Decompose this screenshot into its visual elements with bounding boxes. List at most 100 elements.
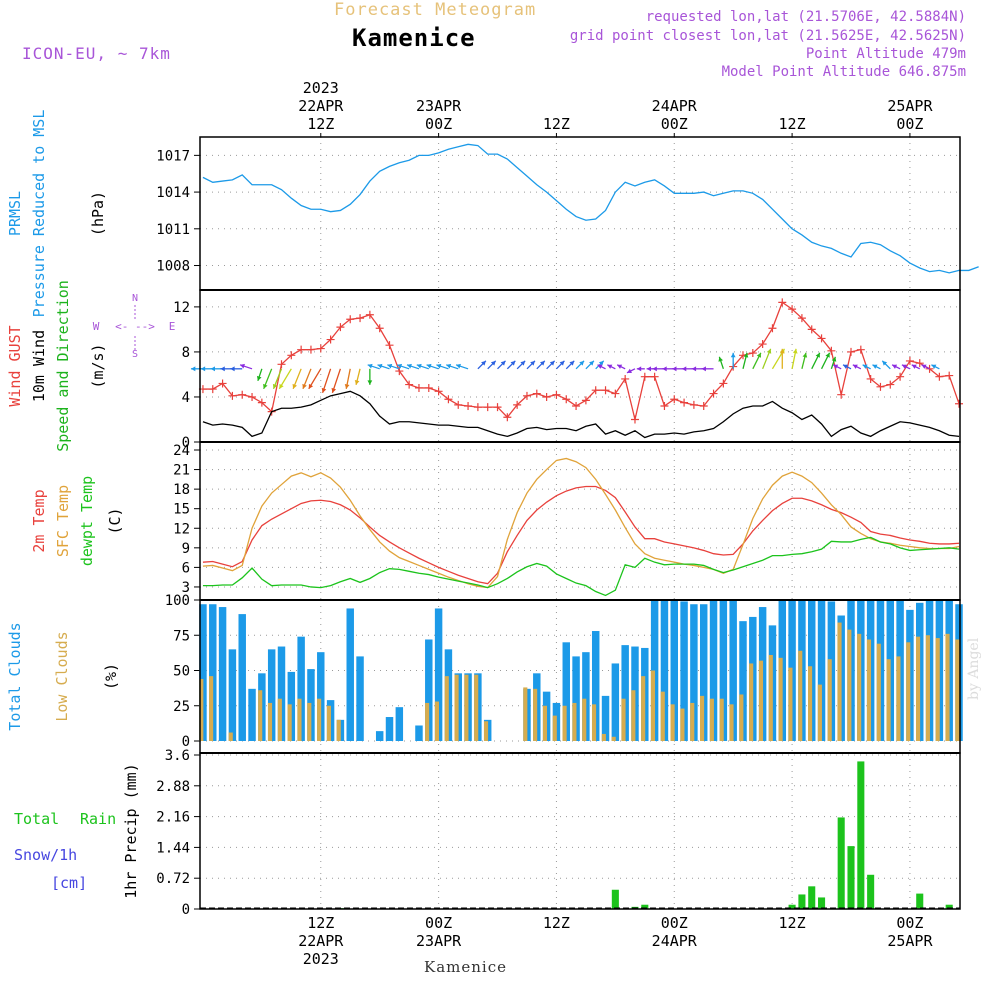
total-cloud-bar [317, 652, 325, 741]
low-cloud-bar [719, 698, 724, 741]
wind-arrow-head [766, 348, 772, 354]
top-time-label: 2023 [303, 79, 339, 97]
low-cloud-bar [601, 733, 606, 741]
wind-arrow-head [825, 352, 830, 358]
footer-location: Kamenice [424, 958, 507, 976]
total-cloud-bar [248, 688, 256, 741]
low-cloud-bar [896, 656, 901, 741]
wind-arrow-head [520, 360, 526, 366]
rain-bar [788, 904, 796, 909]
low-cloud-bar [670, 704, 675, 741]
gust-marker [473, 403, 482, 412]
gust-marker [346, 315, 355, 324]
gust-marker [297, 345, 306, 354]
total-cloud-bar [680, 601, 688, 741]
low-cloud-bar [533, 688, 538, 741]
total-cloud-bar [395, 707, 404, 741]
wind-arrow-head [500, 360, 506, 366]
wind-arrow-head [426, 363, 432, 369]
rain-bar [611, 889, 619, 909]
low-cloud-bar [434, 701, 439, 741]
gust-marker [572, 401, 581, 410]
gust-marker [326, 335, 335, 344]
gust-marker [817, 334, 826, 343]
wind-arrow-head [549, 360, 555, 366]
low-cloud-bar [650, 670, 656, 741]
gust-marker [375, 324, 384, 333]
gust-marker [503, 413, 512, 422]
rain-bar [857, 761, 865, 909]
low-cloud-bar [297, 698, 302, 741]
total-cloud-bar [218, 607, 227, 741]
low-cloud-bar [739, 694, 744, 741]
low-cloud-bar [847, 629, 852, 741]
wind-arrow-head [220, 366, 225, 372]
gust-marker [316, 344, 325, 353]
compass-n: N [132, 293, 138, 304]
gust-marker [778, 298, 787, 307]
precip-label-snow: Snow/1h [14, 846, 77, 864]
wind-arrow-head [569, 360, 575, 366]
gust-marker [513, 400, 522, 409]
precip-label-cm: [cm] [51, 874, 87, 892]
rain-bar [837, 817, 845, 909]
wind-arrow-head [872, 364, 878, 369]
precip-ylabel: 1hr Precip (mm) [122, 763, 140, 898]
gust-marker [650, 372, 659, 381]
precip-ytick-label: 0 [182, 902, 190, 918]
rain-bar [847, 846, 855, 909]
gust-marker [493, 403, 502, 412]
low-cloud-bar [425, 702, 430, 741]
wind-arrow-head [597, 364, 603, 369]
pressure-panel: 1008 1011 1014 1017 PRMSL Pressure Reduced to… [6, 110, 979, 317]
wind-arrow-head [901, 364, 907, 369]
gust-marker [522, 391, 531, 400]
gust-marker [945, 371, 954, 380]
wind-arrow-head [831, 356, 837, 362]
gust-marker [601, 386, 610, 395]
wind-arrow-head [367, 363, 373, 369]
rain-bar [798, 894, 806, 909]
temperature-ylabel: SFC Temp [54, 485, 72, 557]
wind-ytick-label: 0 [182, 435, 190, 451]
wind-arrow-head [882, 360, 888, 366]
wind-arrow-head [446, 363, 452, 369]
wind-arrow-head [718, 356, 724, 362]
top-time-label: 22APR [298, 97, 344, 115]
total-cloud-bar [238, 614, 246, 741]
pressure-ytick-label: 1011 [156, 222, 190, 238]
chart-title: Forecast Meteogram [334, 0, 537, 20]
temperature-ytick-label: 9 [182, 541, 190, 557]
pressure-ytick-label: 1014 [156, 185, 190, 201]
gust-marker [306, 345, 315, 354]
temperature-series-2 [202, 536, 960, 597]
pressure-ytick-label: 1017 [156, 148, 190, 164]
wind-arrow-head [636, 366, 642, 372]
clouds-ytick-label: 75 [173, 628, 190, 644]
total-cloud-bar [719, 600, 728, 741]
gust-marker [807, 325, 816, 334]
bottom-time-label: 12Z [307, 914, 334, 932]
wind-arrow-head [387, 363, 393, 369]
total-cloud-bar [709, 600, 718, 741]
wind-arrow-head [691, 366, 697, 372]
wind-arrow-head [843, 364, 849, 369]
low-cloud-bar [768, 654, 773, 741]
low-cloud-bar [749, 663, 754, 741]
compass-arrow: <- --> [115, 320, 155, 333]
gust-marker [670, 395, 679, 404]
low-cloud-bar [808, 666, 813, 741]
pressure-ylabel: PRMSL [6, 191, 24, 236]
wind-arrow-head [256, 375, 262, 381]
gust-marker [788, 305, 797, 314]
wind-ylabel: Speed and Direction [54, 280, 72, 452]
total-cloud-bar [356, 656, 364, 741]
wind-arrow-head [510, 360, 516, 366]
low-cloud-bar [277, 698, 282, 741]
total-cloud-bar [415, 725, 423, 741]
wind-arrow-head [481, 360, 486, 366]
wind-arrow-head [852, 364, 858, 369]
wind-arrow-head [210, 366, 215, 372]
gust-marker [208, 385, 217, 394]
wind-ylabel: (m/s) [89, 343, 107, 388]
